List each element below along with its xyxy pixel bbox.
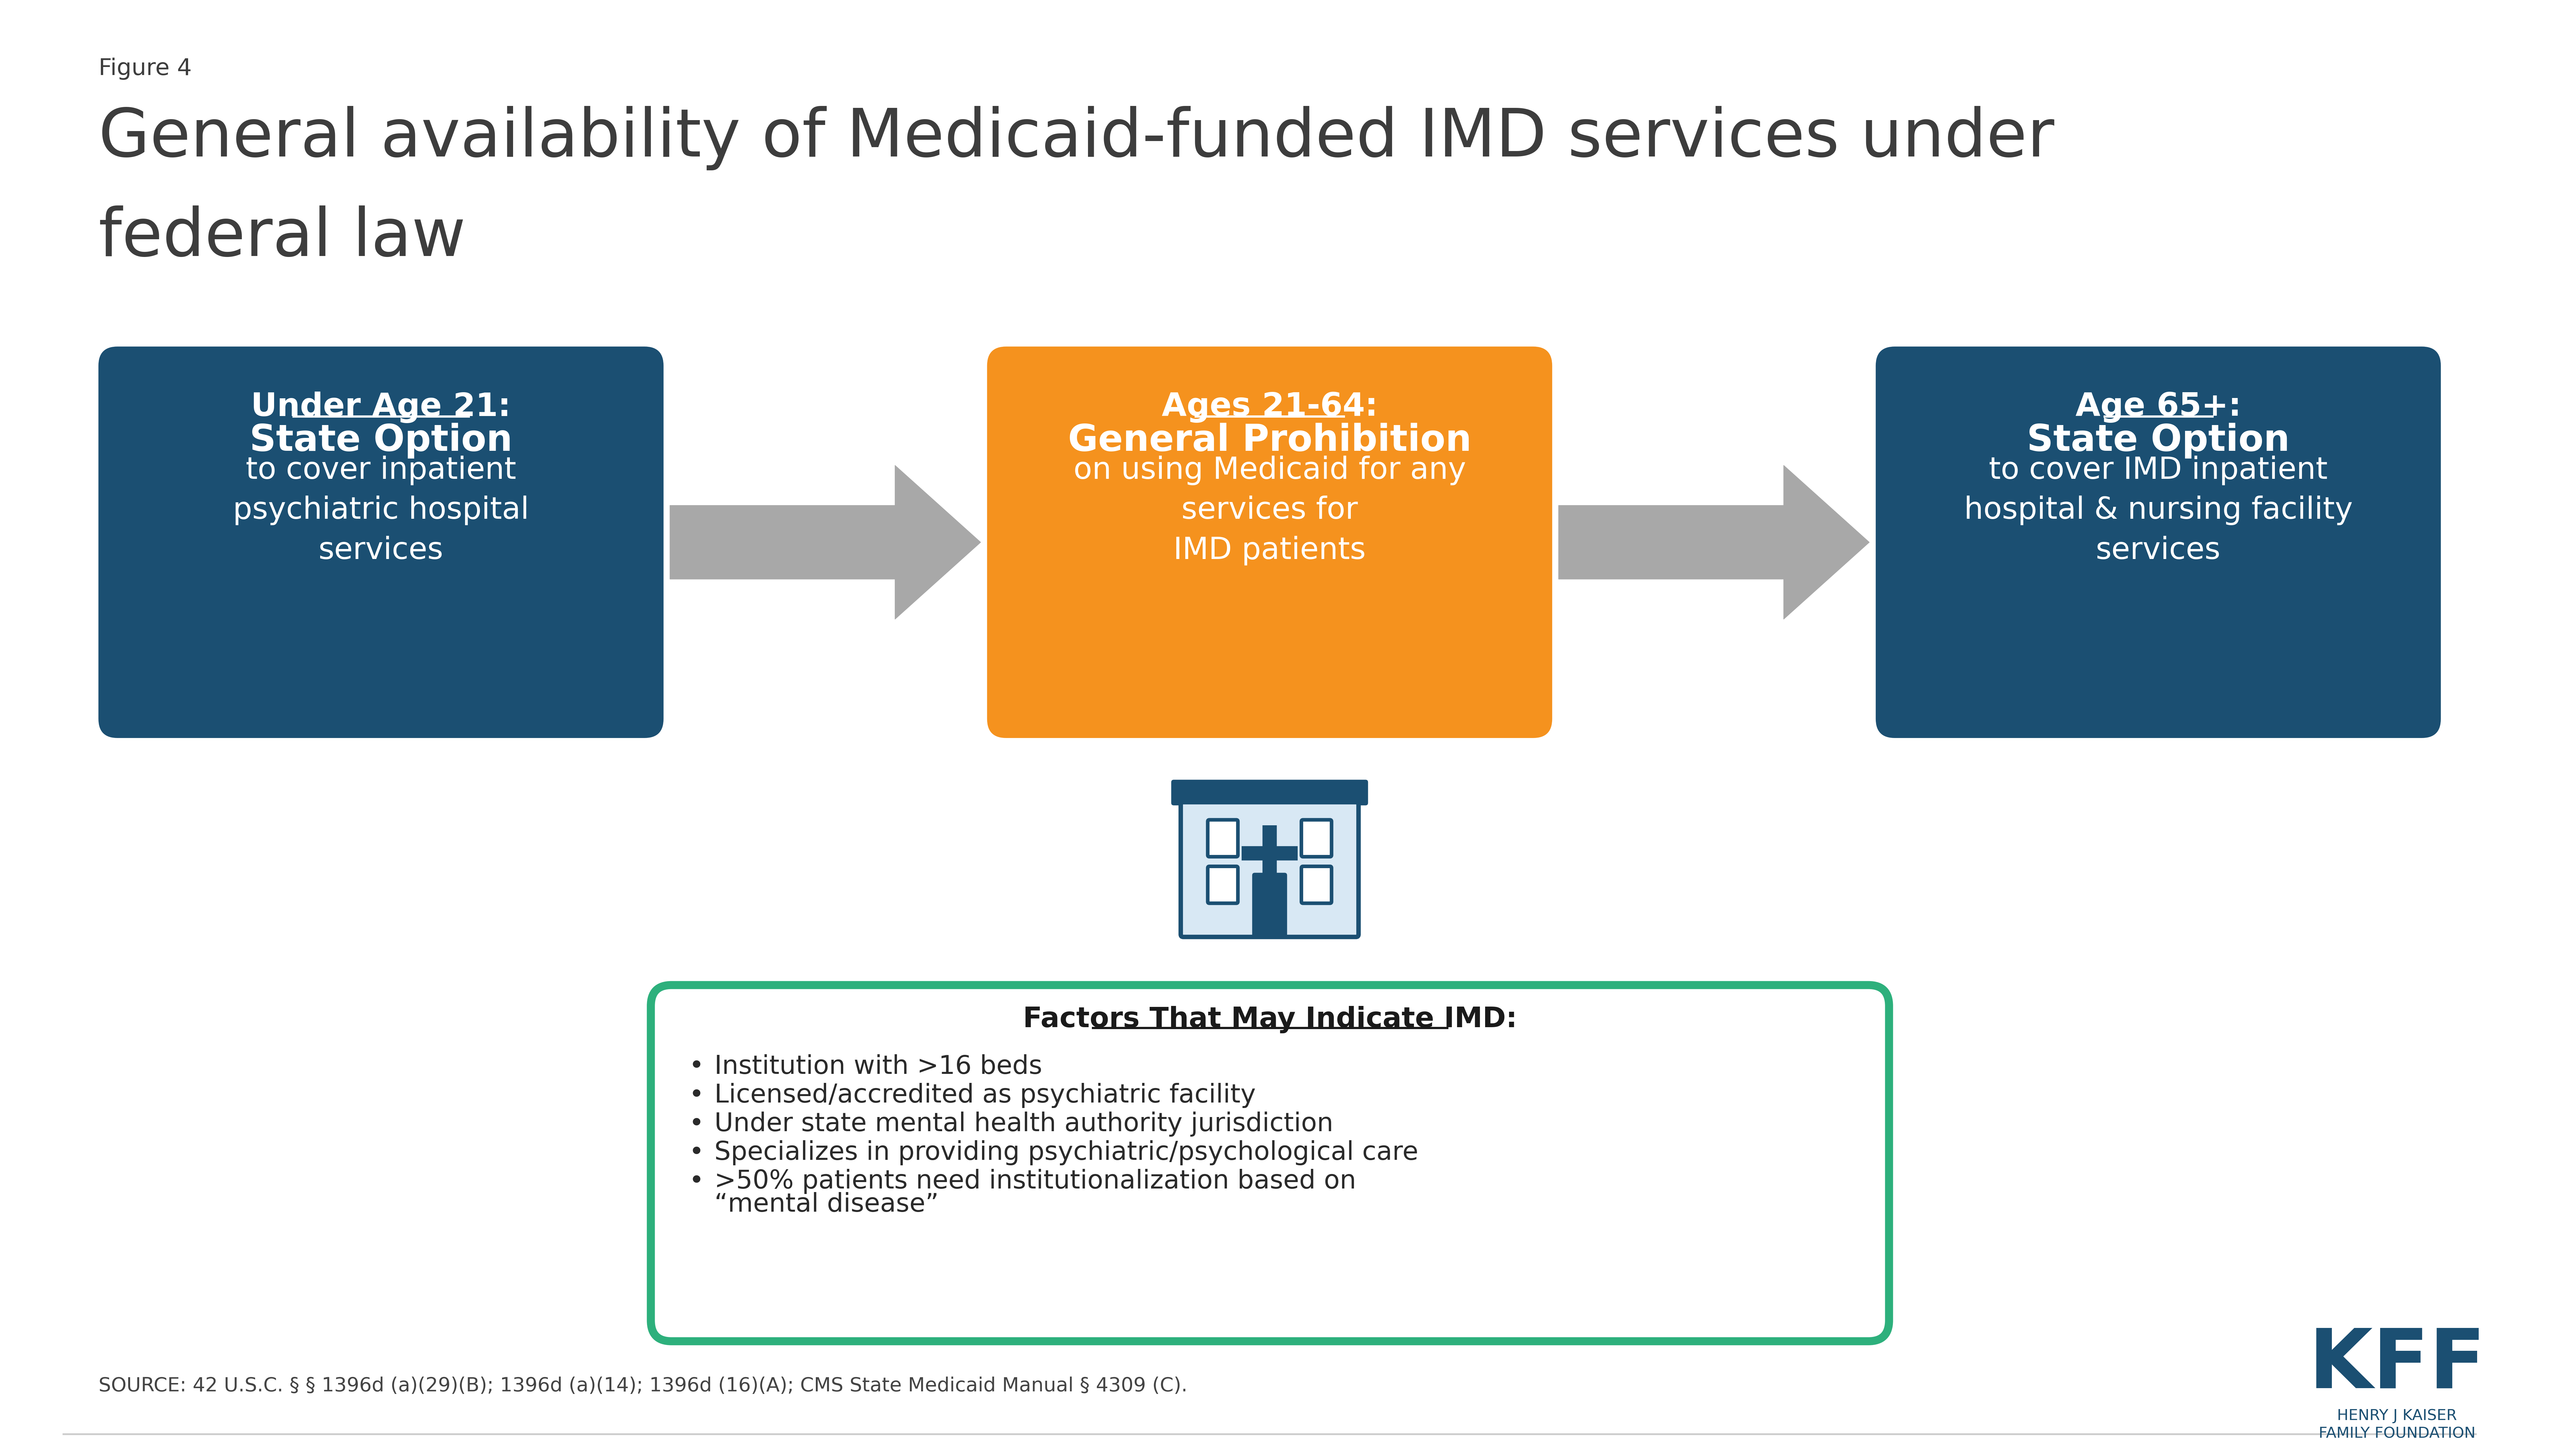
Text: Age 65+:: Age 65+: [2076,391,2241,423]
Text: •: • [688,1111,703,1136]
Text: General Prohibition: General Prohibition [1069,423,1471,458]
FancyBboxPatch shape [1180,803,1358,938]
Text: Under state mental health authority jurisdiction: Under state mental health authority juri… [714,1111,1334,1136]
FancyBboxPatch shape [1301,820,1332,856]
FancyBboxPatch shape [987,346,1553,738]
Text: to cover IMD inpatient
hospital & nursing facility
services: to cover IMD inpatient hospital & nursin… [1963,455,2352,565]
FancyBboxPatch shape [1301,867,1332,903]
FancyArrow shape [1558,465,1870,619]
Text: •: • [688,1082,703,1108]
FancyBboxPatch shape [1172,780,1368,806]
Text: SOURCE: 42 U.S.C. § § 1396d (a)(29)(B); 1396d (a)(14); 1396d (16)(A); CMS State : SOURCE: 42 U.S.C. § § 1396d (a)(29)(B); … [98,1377,1188,1395]
Text: •: • [688,1169,703,1194]
Text: Ages 21-64:: Ages 21-64: [1162,391,1378,423]
Text: on using Medicaid for any
services for
IMD patients: on using Medicaid for any services for I… [1074,455,1466,565]
FancyBboxPatch shape [98,346,665,738]
Text: State Option: State Option [2027,423,2290,458]
Text: Factors That May Indicate IMD:: Factors That May Indicate IMD: [1023,1006,1517,1033]
Text: General availability of Medicaid-funded IMD services under: General availability of Medicaid-funded … [98,106,2053,171]
Text: KFF: KFF [2308,1326,2486,1406]
Text: >50% patients need institutionalization based on: >50% patients need institutionalization … [714,1169,1355,1194]
Text: Under Age 21:: Under Age 21: [250,391,510,423]
FancyBboxPatch shape [1875,346,2442,738]
Text: •: • [688,1053,703,1080]
FancyBboxPatch shape [1208,867,1239,903]
Text: federal law: federal law [98,206,466,270]
Text: Institution with >16 beds: Institution with >16 beds [714,1053,1043,1080]
Text: Licensed/accredited as psychiatric facility: Licensed/accredited as psychiatric facil… [714,1082,1255,1108]
Text: to cover inpatient
psychiatric hospital
services: to cover inpatient psychiatric hospital … [232,455,528,565]
Text: Specializes in providing psychiatric/psychological care: Specializes in providing psychiatric/psy… [714,1140,1419,1165]
FancyBboxPatch shape [652,985,1888,1342]
Text: •: • [688,1140,703,1165]
Text: HENRY J KAISER
FAMILY FOUNDATION: HENRY J KAISER FAMILY FOUNDATION [2318,1408,2476,1440]
Text: State Option: State Option [250,423,513,458]
FancyArrow shape [670,465,981,619]
FancyBboxPatch shape [1208,820,1239,856]
FancyBboxPatch shape [1252,872,1288,938]
Text: “mental disease”: “mental disease” [714,1193,938,1217]
Text: Figure 4: Figure 4 [98,58,191,80]
